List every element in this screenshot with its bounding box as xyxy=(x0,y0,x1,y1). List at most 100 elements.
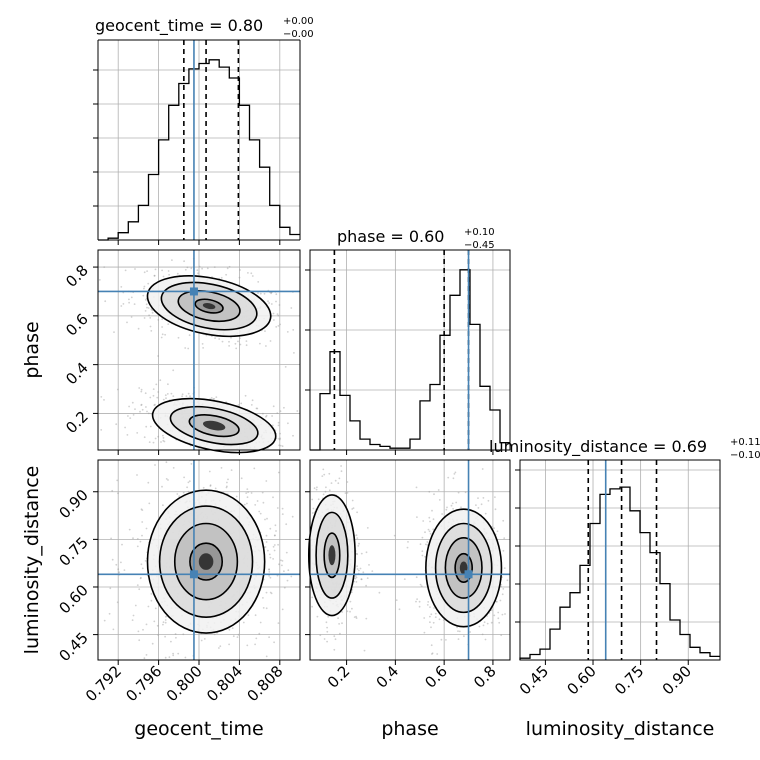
scatter-point xyxy=(351,499,354,502)
scatter-point xyxy=(111,489,114,492)
scatter-point xyxy=(124,269,127,272)
scatter-point xyxy=(218,338,221,340)
scatter-point xyxy=(210,397,213,399)
scatter-point xyxy=(142,628,144,631)
scatter-point xyxy=(431,652,434,655)
scatter-point xyxy=(279,323,281,326)
scatter-point xyxy=(277,543,279,546)
scatter-point xyxy=(154,437,157,440)
contour-line xyxy=(173,522,239,601)
scatter-point xyxy=(430,626,432,629)
scatter-point xyxy=(152,441,155,444)
y-tick-label: 0.4 xyxy=(62,359,92,389)
scatter-point xyxy=(316,486,318,489)
scatter-point xyxy=(237,404,240,406)
scatter-point xyxy=(261,491,264,494)
y-tick-label: 0.60 xyxy=(55,581,91,617)
scatter-point xyxy=(143,657,146,660)
scatter-point xyxy=(311,498,314,501)
scatter-point xyxy=(171,259,173,261)
scatter-point xyxy=(431,509,433,512)
scatter-point xyxy=(451,502,454,505)
histogram-step xyxy=(98,59,300,241)
scatter-point xyxy=(182,491,185,494)
scatter-point xyxy=(255,637,258,640)
scatter-point xyxy=(164,635,167,638)
scatter-point xyxy=(143,285,146,288)
scatter-point xyxy=(442,619,445,621)
scatter-point xyxy=(131,619,134,621)
scatter-point xyxy=(268,571,271,573)
contour-line xyxy=(315,511,349,599)
scatter-point xyxy=(124,426,126,429)
scatter-point xyxy=(247,614,250,616)
scatter-point xyxy=(480,503,483,506)
scatter-point xyxy=(240,402,243,405)
scatter-point xyxy=(429,520,431,523)
scatter-point xyxy=(145,406,147,408)
scatter-point xyxy=(421,554,424,557)
scatter-point xyxy=(272,496,274,499)
scatter-point xyxy=(415,486,418,489)
scatter-point xyxy=(267,300,269,303)
scatter-point xyxy=(273,534,276,537)
scatter-point xyxy=(162,398,165,401)
scatter-point xyxy=(398,608,401,611)
scatter-point xyxy=(168,656,171,659)
scatter-point xyxy=(292,329,295,331)
scatter-point xyxy=(245,340,248,342)
title-phase-sub: −0.45 xyxy=(464,240,495,251)
scatter-point xyxy=(334,479,337,482)
scatter-point xyxy=(154,464,156,466)
scatter-point xyxy=(418,605,421,608)
scatter-point xyxy=(201,267,204,270)
scatter-point xyxy=(240,477,243,480)
scatter-point xyxy=(323,473,326,476)
scatter-point xyxy=(162,434,164,437)
scatter-point xyxy=(270,592,273,595)
scatter-point xyxy=(418,600,421,603)
scatter-point xyxy=(187,347,190,350)
scatter-point xyxy=(355,617,358,619)
scatter-point xyxy=(365,584,367,587)
scatter-point xyxy=(234,342,237,345)
scatter-point xyxy=(493,614,496,617)
scatter-point xyxy=(246,496,249,499)
scatter-point xyxy=(274,524,277,527)
scatter-point xyxy=(231,627,234,629)
scatter-point xyxy=(494,508,497,511)
scatter-point xyxy=(116,601,119,604)
contour-line xyxy=(188,414,240,438)
scatter-point xyxy=(273,641,275,644)
scatter-point xyxy=(340,465,342,467)
scatter-point xyxy=(230,469,233,471)
scatter-point xyxy=(251,399,254,402)
contour-line xyxy=(169,405,259,446)
scatter-point xyxy=(188,480,191,483)
scatter-point xyxy=(324,490,327,493)
scatter-point xyxy=(477,507,480,509)
contour-line xyxy=(158,505,254,618)
scatter-point xyxy=(161,318,164,321)
scatter-point xyxy=(254,614,257,617)
scatter-point xyxy=(356,565,358,568)
scatter-point xyxy=(164,656,167,659)
scatter-point xyxy=(275,293,278,296)
x-tick-label: 0.8 xyxy=(470,662,500,692)
scatter-point xyxy=(344,492,347,494)
scatter-point xyxy=(419,583,422,586)
scatter-point xyxy=(421,536,424,539)
scatter-point xyxy=(157,634,160,636)
scatter-point xyxy=(356,553,359,556)
scatter-point xyxy=(205,334,208,337)
x-tick-label: 0.75 xyxy=(611,662,647,698)
scatter-point xyxy=(259,621,262,624)
scatter-point xyxy=(429,532,432,535)
scatter-point xyxy=(202,486,205,489)
scatter-point xyxy=(483,621,486,624)
scatter-point xyxy=(144,392,147,395)
scatter-point xyxy=(206,267,209,270)
scatter-point xyxy=(349,610,351,613)
scatter-point xyxy=(130,316,133,318)
scatter-point xyxy=(196,269,199,272)
